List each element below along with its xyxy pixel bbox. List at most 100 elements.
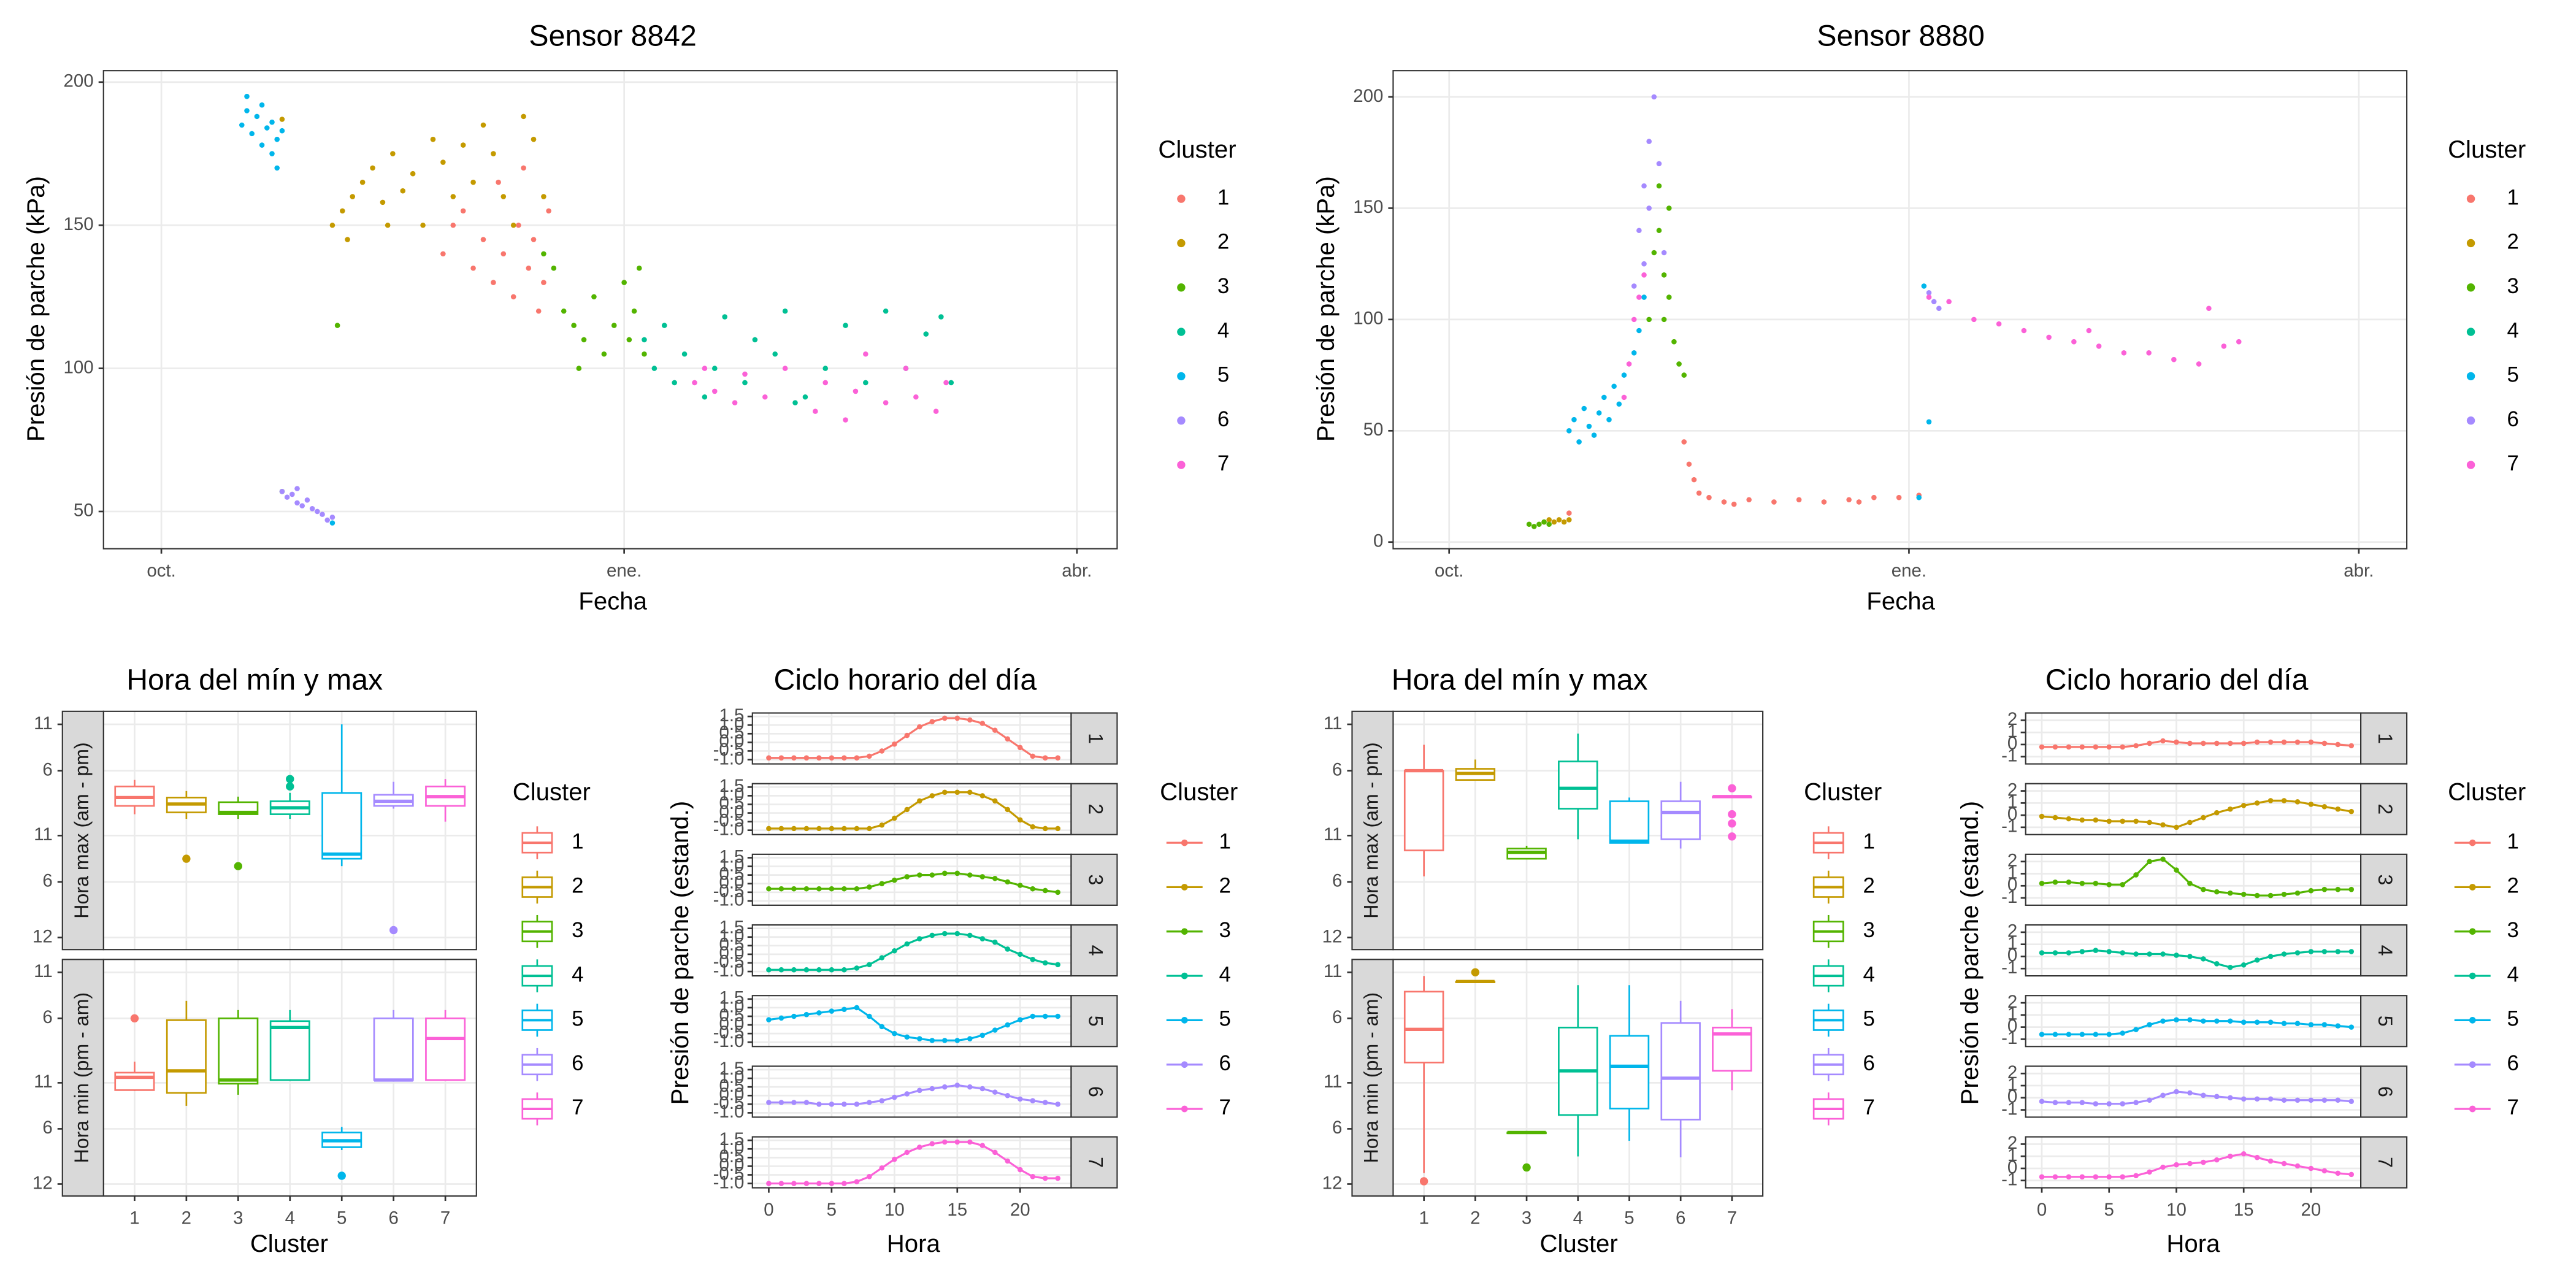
point (1631, 350, 1637, 356)
point (1636, 328, 1642, 334)
legend-label: 3 (1217, 274, 1229, 298)
outlier (1728, 784, 1736, 792)
outlier (389, 926, 398, 935)
point (470, 179, 476, 185)
x-tick-label: abr. (2344, 561, 2374, 581)
point (854, 886, 860, 892)
point (2120, 1174, 2125, 1180)
box (166, 1019, 207, 1094)
point (2106, 1101, 2112, 1106)
point (1661, 250, 1667, 256)
legend-key (2466, 239, 2475, 248)
point (440, 251, 446, 257)
point (803, 826, 810, 832)
point (1531, 524, 1537, 529)
x-tick-label: 5 (337, 1208, 347, 1228)
point (2294, 950, 2301, 956)
point (2066, 1032, 2072, 1037)
point (1821, 499, 1827, 505)
box (1403, 991, 1444, 1064)
x-tick-label: oct. (147, 561, 175, 581)
x-tick-label: 6 (388, 1208, 398, 1228)
panel-background (2025, 854, 2361, 905)
point (516, 222, 521, 228)
point (1926, 290, 1932, 296)
point (1581, 405, 1587, 412)
x-tick-label: 7 (1727, 1208, 1737, 1228)
point (2079, 1032, 2085, 1037)
y-tick-label: -1 (2001, 745, 2017, 765)
legend-label: 2 (572, 874, 583, 898)
point (879, 881, 885, 886)
point (816, 1102, 822, 1107)
point (1005, 736, 1011, 742)
point (329, 520, 335, 526)
point (742, 371, 748, 377)
point (1666, 205, 1672, 211)
point (510, 222, 516, 228)
point (778, 1100, 784, 1105)
point (1931, 299, 1937, 305)
strip (2360, 783, 2408, 835)
point (722, 314, 727, 320)
y-tick-label: -1 (2001, 887, 2017, 907)
point (1606, 416, 1612, 423)
strip-label: 4 (1084, 945, 1106, 956)
point (2120, 881, 2125, 887)
legend-label: 6 (2507, 1051, 2519, 1075)
y-tick-label: 12 (1322, 1173, 1343, 1193)
legend-key (2466, 283, 2475, 292)
point (841, 755, 847, 761)
point (249, 131, 255, 137)
point (289, 491, 295, 497)
point (803, 1100, 810, 1105)
y-tick-label: 2 (2007, 780, 2017, 800)
point (883, 400, 889, 405)
legend-key (1177, 239, 1186, 248)
y-tick-label: 50 (74, 500, 94, 521)
point (420, 222, 426, 228)
point (1641, 183, 1647, 189)
outlier (234, 862, 243, 870)
point (778, 1181, 784, 1186)
y-tick-label: 2 (2007, 921, 2017, 941)
point (2227, 1018, 2233, 1024)
y-tick-label: 50 (1363, 420, 1384, 440)
point (917, 1087, 922, 1094)
point (1566, 428, 1572, 434)
point (2254, 800, 2260, 806)
point (526, 265, 532, 271)
box (1609, 1035, 1650, 1110)
point (1546, 521, 1552, 527)
point (2079, 817, 2085, 823)
point (2294, 1163, 2301, 1169)
point (2294, 799, 2301, 805)
point (772, 351, 778, 357)
point (2174, 824, 2179, 830)
y-tick-label: 6 (1332, 759, 1342, 780)
point (1926, 419, 1932, 425)
point (2147, 740, 2152, 746)
point (766, 755, 772, 761)
point (2267, 1019, 2274, 1025)
point (979, 721, 986, 726)
point (2160, 1164, 2166, 1170)
legend-key (1181, 839, 1188, 846)
point (711, 366, 718, 371)
point (822, 366, 829, 371)
point (816, 755, 822, 761)
y-tick-label: 1.5 (719, 1129, 744, 1149)
point (967, 1139, 973, 1145)
y-tick-label: 0.5 (719, 723, 744, 743)
point (2241, 962, 2247, 968)
point (792, 400, 798, 405)
strip (2360, 1065, 2408, 1118)
point (1896, 494, 1902, 500)
point (892, 877, 897, 883)
point (1946, 299, 1952, 305)
point (2267, 1158, 2274, 1164)
x-tick-label: 10 (2166, 1200, 2187, 1220)
point (854, 1005, 860, 1011)
x-tick-label: 4 (1573, 1208, 1583, 1228)
point (766, 1100, 772, 1105)
